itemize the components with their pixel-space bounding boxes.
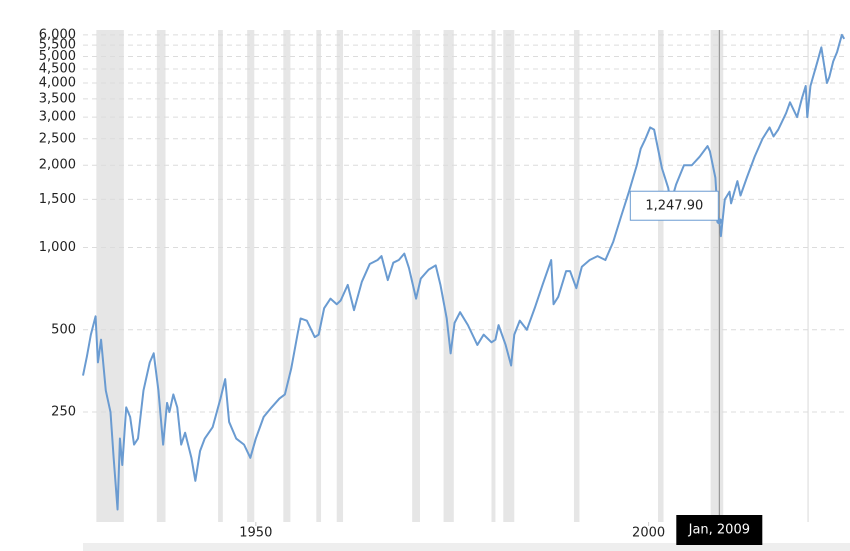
recession-band <box>283 30 291 522</box>
y-tick-label: 4,000 <box>39 75 76 90</box>
recession-band <box>156 30 166 522</box>
tooltip-date-box <box>676 515 763 545</box>
x-tick-label: 2000 <box>632 526 665 541</box>
y-tick-label: 2,500 <box>39 131 76 146</box>
recession-band <box>658 30 664 522</box>
tooltip-date: Jan, 2009 <box>688 523 750 538</box>
recession-band <box>807 30 809 522</box>
y-tick-label: 4,500 <box>39 61 76 76</box>
y-tick-label: 3,000 <box>39 110 76 125</box>
y-tick-label: 1,500 <box>39 192 76 207</box>
recession-band <box>503 30 515 522</box>
recession-band <box>573 30 580 522</box>
recession-band <box>247 30 255 522</box>
recession-band <box>336 30 344 522</box>
y-tick-label: 6,000 <box>39 27 76 42</box>
y-tick-label: 2,000 <box>39 158 76 173</box>
y-tick-label: 3,500 <box>39 91 76 106</box>
recession-band <box>218 30 223 522</box>
y-tick-label: 5,500 <box>39 38 76 53</box>
recession-band <box>316 30 322 522</box>
recession-band <box>412 30 421 522</box>
recession-band <box>443 30 454 522</box>
y-tick-label: 5,000 <box>39 49 76 64</box>
tooltip-value: 1,247.90 <box>645 199 703 214</box>
tooltip-box <box>629 190 719 221</box>
scrollbar[interactable] <box>83 543 850 551</box>
y-tick-label: 250 <box>51 405 76 420</box>
x-tick-label: 1950 <box>239 526 272 541</box>
recession-band <box>491 30 496 522</box>
y-tick-label: 1,000 <box>39 240 76 255</box>
recession-band <box>710 30 724 522</box>
price-line <box>82 33 846 511</box>
y-tick-label: 500 <box>51 322 76 337</box>
